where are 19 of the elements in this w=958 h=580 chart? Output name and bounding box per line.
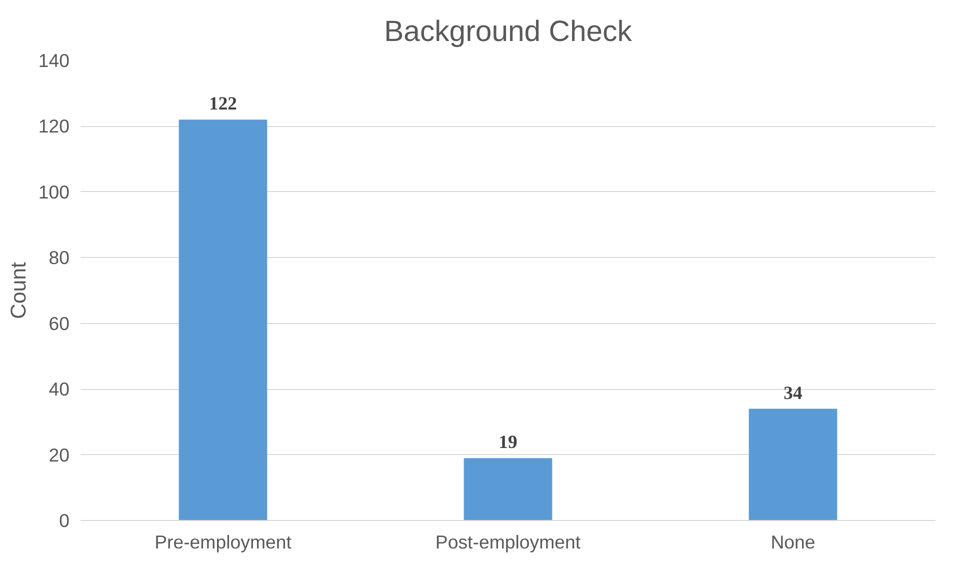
y-tick-label: 20 bbox=[48, 444, 70, 466]
y-tick-label: 120 bbox=[38, 116, 70, 137]
y-tick-label: 0 bbox=[59, 510, 70, 531]
data-label: 34 bbox=[784, 382, 802, 404]
bar bbox=[464, 458, 552, 520]
y-tick-label: 60 bbox=[48, 312, 70, 334]
data-label: 19 bbox=[498, 432, 518, 454]
data-label: 122 bbox=[209, 94, 237, 115]
y-axis-title: Count bbox=[6, 262, 30, 319]
y-tick-label: 100 bbox=[38, 181, 70, 202]
x-tick-label: Pre-employment bbox=[154, 532, 292, 552]
x-tick-label: None bbox=[770, 532, 816, 552]
chart-title: Background Check bbox=[384, 15, 632, 48]
bar bbox=[178, 120, 268, 520]
y-tick-label: 140 bbox=[38, 50, 70, 71]
y-tick-label: 80 bbox=[48, 247, 70, 268]
x-tick-label: Post-employment bbox=[435, 532, 582, 552]
y-tick-label: 40 bbox=[48, 378, 70, 400]
bar bbox=[748, 408, 838, 520]
